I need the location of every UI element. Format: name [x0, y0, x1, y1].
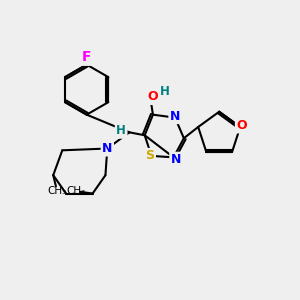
Text: CH₃: CH₃: [47, 185, 66, 196]
Text: N: N: [102, 142, 112, 155]
Text: S: S: [146, 149, 154, 162]
Text: F: F: [82, 50, 92, 64]
Text: O: O: [148, 91, 158, 103]
Text: O: O: [236, 119, 247, 132]
Text: N: N: [171, 153, 181, 166]
Text: H: H: [160, 85, 170, 98]
Text: H: H: [116, 124, 126, 137]
Text: N: N: [170, 110, 180, 123]
Text: CH₃: CH₃: [67, 186, 86, 196]
